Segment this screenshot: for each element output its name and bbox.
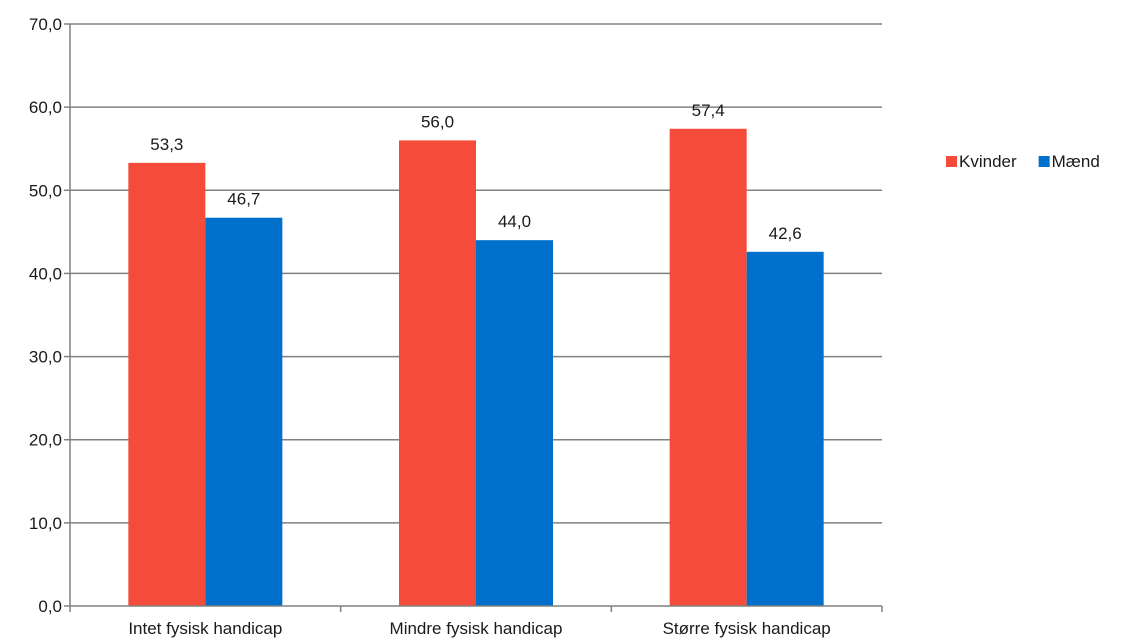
data-label: 42,6 bbox=[769, 224, 802, 243]
data-label: 56,0 bbox=[421, 112, 454, 131]
x-category-label: Intet fysisk handicap bbox=[128, 619, 282, 638]
y-tick-label: 20,0 bbox=[29, 431, 62, 450]
bar-kvinder-1 bbox=[128, 162, 206, 606]
legend-swatch bbox=[1038, 156, 1050, 167]
legend: Kvinder Mænd bbox=[946, 152, 1100, 171]
x-category-label: Mindre fysisk handicap bbox=[390, 619, 563, 638]
y-tick-label: 50,0 bbox=[29, 181, 62, 200]
data-label: 53,3 bbox=[150, 135, 183, 154]
bar-kvinder-2 bbox=[399, 140, 476, 606]
data-label: 46,7 bbox=[227, 190, 260, 209]
y-tick-label: 70,0 bbox=[29, 15, 62, 34]
legend-label: Kvinder bbox=[959, 152, 1017, 171]
y-tick-label: 0,0 bbox=[38, 597, 62, 616]
bar-kvinder-3 bbox=[669, 128, 747, 606]
data-label: 57,4 bbox=[692, 101, 725, 120]
legend-swatch bbox=[946, 156, 957, 167]
bars bbox=[128, 128, 824, 607]
labels: 0,0 10,0 20,0 30,0 40,0 50,0 60,0 70,0 53,3 46,7 I… bbox=[29, 15, 831, 638]
bar-mænd-2 bbox=[476, 240, 553, 606]
legend-item-mænd: Mænd bbox=[1038, 152, 1100, 171]
y-tick-label: 30,0 bbox=[29, 348, 62, 367]
y-tick-label: 60,0 bbox=[29, 98, 62, 117]
y-tick-label: 40,0 bbox=[29, 264, 62, 283]
data-label: 44,0 bbox=[498, 212, 531, 231]
x-category-label: Større fysisk handicap bbox=[663, 619, 831, 638]
bar-mænd-3 bbox=[746, 251, 824, 606]
y-tick-label: 10,0 bbox=[29, 514, 62, 533]
axes bbox=[64, 23, 883, 612]
bar-mænd-1 bbox=[205, 217, 283, 607]
legend-item-kvinder: Kvinder bbox=[946, 152, 1017, 171]
legend-label: Mænd bbox=[1052, 152, 1100, 171]
